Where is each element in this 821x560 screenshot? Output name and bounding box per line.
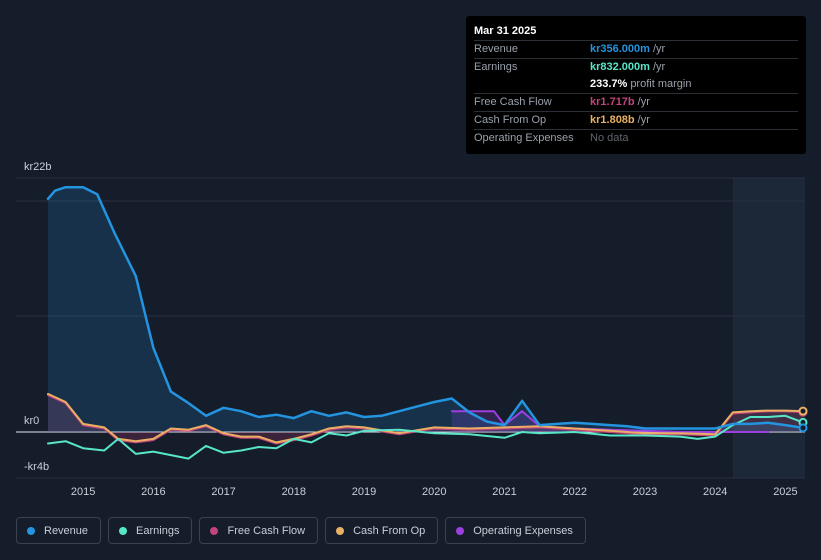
forecast-region bbox=[732, 178, 805, 478]
legend-label: Free Cash Flow bbox=[227, 524, 306, 537]
x-tick-label: 2021 bbox=[492, 486, 516, 498]
tooltip-unit: /yr bbox=[637, 96, 650, 108]
free-cash-flow-line bbox=[47, 394, 804, 445]
tooltip-row: 233.7% profit margin bbox=[474, 76, 798, 93]
legend-dot-icon bbox=[210, 526, 219, 535]
legend-label: Cash From Op bbox=[353, 524, 426, 537]
tooltip-value: 233.7% bbox=[590, 78, 628, 90]
x-tick-label: 2024 bbox=[703, 486, 727, 498]
revenue-endpoint bbox=[798, 423, 808, 433]
tooltip-unit: /yr bbox=[637, 114, 650, 126]
legend-item-revenue[interactable]: Revenue bbox=[16, 517, 102, 544]
legend-label: Revenue bbox=[44, 524, 89, 537]
series-endpoints bbox=[798, 406, 808, 433]
x-tick-label: 2017 bbox=[211, 486, 235, 498]
earnings-line bbox=[47, 414, 804, 460]
legend-label: Earnings bbox=[136, 524, 180, 537]
revenue-line bbox=[46, 185, 805, 430]
legend-dot-icon bbox=[119, 526, 128, 535]
legend-item-earnings[interactable]: Earnings bbox=[108, 517, 193, 544]
series-lines bbox=[46, 185, 805, 460]
tooltip-unit: /yr bbox=[652, 43, 666, 55]
x-tick-label: 2015 bbox=[71, 486, 95, 498]
tooltip-value: kr832.000m bbox=[590, 61, 650, 73]
tooltip-label: Operating Expenses bbox=[474, 132, 574, 144]
gridlines bbox=[16, 177, 805, 479]
tooltip-label bbox=[474, 76, 590, 93]
x-tick-label: 2022 bbox=[563, 486, 587, 498]
cash-from-op-endpoint bbox=[798, 406, 808, 416]
legend: Revenue Earnings Free Cash Flow Cash From O… bbox=[16, 517, 593, 544]
legend-dot-icon bbox=[27, 526, 35, 535]
revenue-area bbox=[48, 187, 803, 432]
tooltip-date: Mar 31 2025 bbox=[474, 25, 537, 37]
legend-dot-icon bbox=[456, 526, 465, 535]
legend-item-operating-expenses[interactable]: Operating Expenses bbox=[445, 517, 586, 544]
tooltip-label: Revenue bbox=[474, 43, 519, 55]
tooltip-value: kr1.717b bbox=[590, 96, 635, 108]
tooltip-row: Operating Expenses No data bbox=[474, 129, 798, 147]
cash-from-op-line bbox=[47, 392, 804, 444]
legend-item-cash-from-op[interactable]: Cash From Op bbox=[325, 517, 439, 544]
y-label-zero: kr0 bbox=[24, 415, 39, 427]
x-tick-label: 2019 bbox=[352, 486, 376, 498]
y-label-top: kr22b bbox=[24, 161, 52, 173]
x-tick-label: 2023 bbox=[633, 486, 657, 498]
legend-label: Operating Expenses bbox=[473, 524, 573, 537]
tooltip-row: Earnings kr832.000m/yr bbox=[474, 58, 798, 76]
tooltip-unit: /yr bbox=[652, 61, 666, 73]
tooltip-unit: profit margin bbox=[630, 78, 692, 90]
tooltip-value: kr356.000m bbox=[590, 43, 650, 55]
x-tick-label: 2018 bbox=[282, 486, 306, 498]
legend-item-free-cash-flow[interactable]: Free Cash Flow bbox=[199, 517, 319, 544]
tooltip-label: Earnings bbox=[474, 61, 518, 73]
x-tick-label: 2025 bbox=[773, 486, 797, 498]
tooltip-value: kr1.808b bbox=[590, 114, 635, 126]
tooltip-row: Cash From Op kr1.808b/yr bbox=[474, 111, 798, 129]
tooltip-label: Cash From Op bbox=[474, 114, 547, 126]
tooltip-label: Free Cash Flow bbox=[474, 96, 552, 108]
tooltip-row: Free Cash Flow kr1.717b/yr bbox=[474, 93, 798, 111]
y-label-bottom: -kr4b bbox=[24, 461, 49, 473]
x-axis-ticks: 2015 2016 2017 2018 2019 2020 2021 2022 2023 2024… bbox=[71, 486, 798, 498]
tooltip-row: Revenue kr356.000m/yr bbox=[474, 40, 798, 58]
tooltip: Mar 31 2025 Revenue kr356.000m/yr Earnings… bbox=[466, 16, 806, 154]
x-tick-label: 2016 bbox=[141, 486, 165, 498]
legend-dot-icon bbox=[336, 526, 345, 535]
tooltip-nodata: No data bbox=[590, 132, 629, 144]
x-tick-label: 2020 bbox=[422, 486, 446, 498]
